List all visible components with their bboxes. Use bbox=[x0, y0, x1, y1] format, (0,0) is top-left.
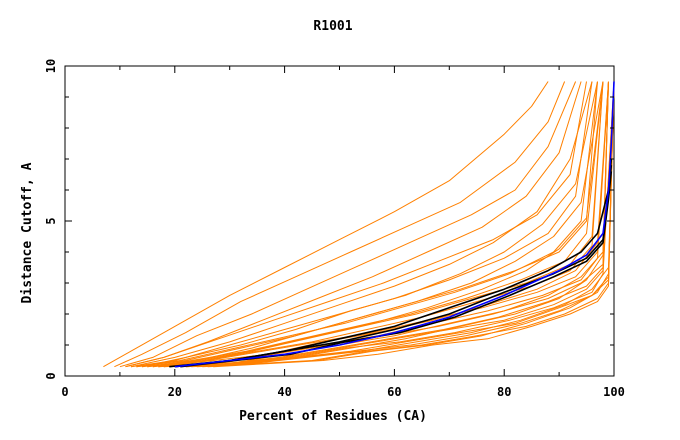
background-series-line-27 bbox=[125, 81, 582, 368]
background-series-line-12 bbox=[169, 81, 609, 368]
background-series-line-20 bbox=[141, 81, 598, 368]
y-tick-label: 10 bbox=[44, 59, 58, 73]
background-series-line-23 bbox=[136, 81, 598, 368]
background-series-line-26 bbox=[185, 81, 609, 368]
background-series-line-19 bbox=[130, 81, 593, 368]
background-series-line-13 bbox=[174, 81, 615, 368]
y-tick-label: 0 bbox=[44, 372, 58, 379]
x-tick-label: 0 bbox=[61, 385, 68, 399]
background-series-line-1 bbox=[103, 81, 549, 368]
ticks-layer bbox=[64, 65, 615, 377]
plot-area bbox=[64, 65, 615, 377]
background-series-line-28 bbox=[196, 81, 615, 368]
x-tick-label: 60 bbox=[387, 385, 401, 399]
background-series-line-16 bbox=[191, 81, 615, 368]
plot-frame bbox=[64, 65, 615, 377]
background-series-line-22 bbox=[163, 81, 604, 368]
x-axis-label: Percent of Residues (CA) bbox=[239, 409, 427, 424]
background-series-line-2 bbox=[114, 81, 566, 368]
x-tick-label: 20 bbox=[168, 385, 182, 399]
y-axis-label: Distance Cutoff, A bbox=[20, 162, 35, 303]
y-tick-label: 5 bbox=[44, 217, 58, 224]
highlight-series-line-2 bbox=[174, 165, 613, 368]
x-tick-labels: 0 20 40 60 80 100 bbox=[61, 385, 624, 399]
highlight-series-line-1 bbox=[169, 158, 613, 368]
y-tick-labels: 0 5 10 bbox=[44, 59, 58, 380]
background-series-line-21 bbox=[152, 81, 604, 368]
x-tick-label: 40 bbox=[277, 385, 291, 399]
series-layer bbox=[103, 81, 615, 368]
x-tick-label: 80 bbox=[497, 385, 511, 399]
chart-title: R1001 bbox=[313, 19, 352, 34]
background-series-line-14 bbox=[180, 81, 615, 368]
background-series-line-24 bbox=[147, 81, 604, 368]
background-series-line-29 bbox=[207, 81, 615, 368]
background-series-line-3 bbox=[119, 81, 577, 368]
x-tick-label: 100 bbox=[603, 385, 625, 399]
reference-series-line-1 bbox=[174, 81, 615, 368]
